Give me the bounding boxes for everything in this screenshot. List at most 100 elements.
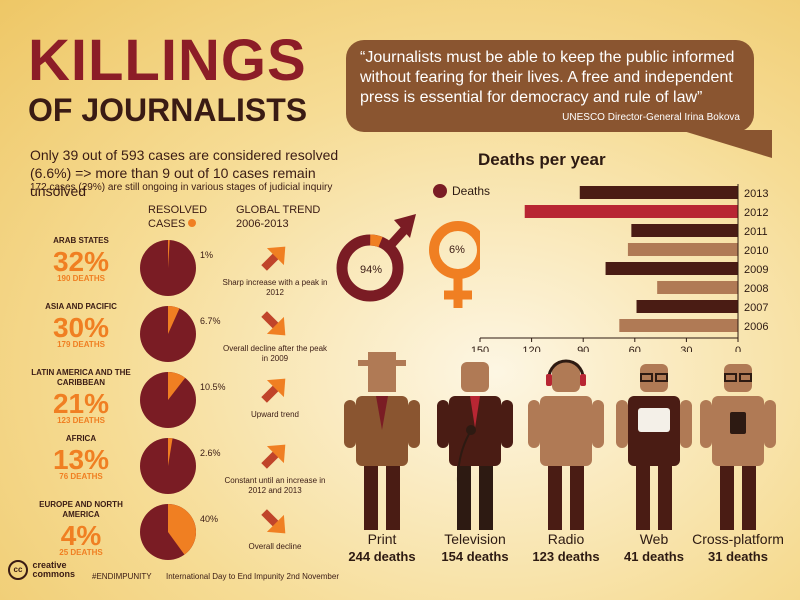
pie-resolved-slice — [168, 306, 180, 334]
pie-resolved-slice — [168, 240, 170, 268]
region-pct: 21% — [52, 388, 110, 419]
y-tick-label: 2009 — [744, 264, 768, 276]
pie-resolved-slice — [168, 504, 197, 555]
region-deaths: 25 DEATHS — [59, 548, 103, 557]
y-tick-label: 2012 — [744, 207, 768, 219]
trend-arrow-head — [266, 444, 286, 464]
y-tick-label: 2013 — [744, 188, 768, 200]
trend-arrow-icon — [261, 444, 286, 469]
trend-arrow-icon — [261, 509, 286, 534]
media-name: Web — [639, 531, 669, 547]
bar-2008 — [657, 281, 738, 294]
female-symbol-icon — [429, 221, 480, 308]
orange-dot-icon — [188, 219, 197, 227]
resolved-pie — [140, 306, 196, 362]
media-name: Television — [444, 531, 506, 547]
cross-platform-journalist-icon — [700, 364, 776, 530]
trend-arrow-head — [266, 514, 286, 534]
bar-2012 — [524, 205, 738, 218]
web-journalist-icon — [616, 364, 692, 530]
trend-arrow-shape — [261, 246, 286, 271]
x-tick-label: 120 — [522, 345, 540, 352]
region-name: AFRICA — [65, 434, 97, 443]
cc-icon: cc — [8, 560, 28, 580]
trend-arrow-shaft — [261, 311, 280, 330]
page-subtitle: OF JOURNALISTS — [28, 92, 308, 128]
male-symbol-icon — [336, 214, 416, 302]
x-tick-label: 0 — [735, 345, 741, 352]
trend-description: Overall decline after the peak in 2009 — [222, 344, 328, 363]
media-deaths: 41 deaths — [624, 549, 684, 564]
pie-resolved-slice — [168, 372, 186, 400]
region-name: LATIN AMERICA AND THE CARIBBEAN — [31, 368, 131, 387]
hashtag: #ENDIMPUNITY — [92, 572, 152, 581]
media-name: Cross-platform — [692, 531, 784, 547]
trend-arrow-icon — [261, 378, 286, 403]
x-tick-label: 60 — [629, 345, 641, 352]
trend-description: Sharp increase with a peak in 2012 — [222, 278, 328, 297]
region-deaths: 76 DEATHS — [59, 472, 103, 481]
y-tick-label: 2010 — [744, 245, 768, 257]
trend-description: Constant until an increase in 2012 and 2… — [224, 476, 326, 495]
trend-arrow-shaft — [261, 450, 280, 469]
summary-resolved: Only 39 out of 593 cases are considered … — [30, 147, 339, 199]
trend-description: Upward trend — [250, 410, 300, 419]
region-pct: 32% — [52, 246, 110, 277]
media-deaths: 244 deaths — [348, 549, 416, 564]
y-tick-label: 2007 — [744, 302, 768, 314]
trend-arrow-shaft — [261, 252, 280, 271]
cc-text: creative commons — [32, 561, 75, 579]
trend-arrow-head — [266, 246, 286, 266]
trend-arrow-shape — [261, 378, 286, 403]
x-tick-label: 30 — [680, 345, 692, 352]
quote-source: UNESCO Director-General Irina Bokova — [562, 112, 740, 123]
pie-resolved-slice — [168, 438, 173, 466]
media-name: Radio — [547, 531, 585, 547]
trend-header-line2: 2006-2013 — [236, 218, 289, 230]
summary-ongoing: 172 cases (29%) are still ongoing in var… — [30, 182, 333, 193]
gender-graphic — [336, 214, 480, 308]
trend-arrow-head — [266, 316, 286, 336]
resolved-pct-label: 1% — [200, 250, 214, 260]
resolved-pct-label: 2.6% — [200, 448, 221, 458]
region-name: EUROPE AND NORTH AMERICA — [39, 500, 123, 519]
event-text: International Day to End Impunity 2nd No… — [166, 572, 339, 581]
creative-commons-logo: cc creative commons — [8, 560, 75, 580]
region-name: ASIA AND PACIFIC — [45, 302, 117, 311]
journalists-figures — [344, 352, 776, 530]
quote-bubble-tail — [680, 130, 772, 158]
x-tick-label: 90 — [577, 345, 589, 352]
television-journalist-icon — [437, 362, 513, 530]
region-name: ARAB STATES — [53, 236, 109, 245]
trend-arrow-shape — [261, 311, 286, 336]
legend-label: Deaths — [452, 184, 490, 198]
media-deaths: 123 deaths — [532, 549, 600, 564]
y-tick-label: 2011 — [744, 226, 768, 238]
trend-arrow-shape — [261, 509, 286, 534]
region-pct: 4% — [60, 520, 102, 551]
trend-header-line1: GLOBAL TREND — [236, 204, 321, 216]
bar-2011 — [631, 224, 738, 237]
trend-arrow-head — [266, 378, 286, 398]
bar-2006 — [619, 319, 738, 332]
trend-arrow-icon — [261, 311, 286, 336]
resolved-pct-label: 40% — [200, 514, 219, 524]
resolved-pie — [140, 438, 196, 494]
deaths-per-year-title: Deaths per year — [478, 150, 606, 169]
quote-bubble: “Journalists must be able to keep the pu… — [346, 40, 754, 132]
y-tick-label: 2008 — [744, 283, 768, 295]
resolved-header: RESOLVED CASES — [148, 203, 207, 231]
resolved-pie — [140, 240, 196, 296]
trend-header: GLOBAL TREND 2006-2013 — [236, 203, 320, 231]
region-pct: 30% — [52, 312, 110, 343]
cc-text-line1: creative — [32, 560, 67, 570]
female-pct: 6% — [449, 244, 465, 256]
bar-2013 — [579, 186, 738, 199]
resolved-pct-label: 6.7% — [200, 316, 221, 326]
resolved-pct-label: 10.5% — [200, 382, 226, 392]
trend-arrow-shape — [261, 444, 286, 469]
trend-arrow-shaft — [261, 384, 280, 403]
print-journalist-icon — [344, 352, 420, 530]
resolved-pie — [140, 504, 197, 560]
media-deaths: 31 deaths — [708, 549, 768, 564]
